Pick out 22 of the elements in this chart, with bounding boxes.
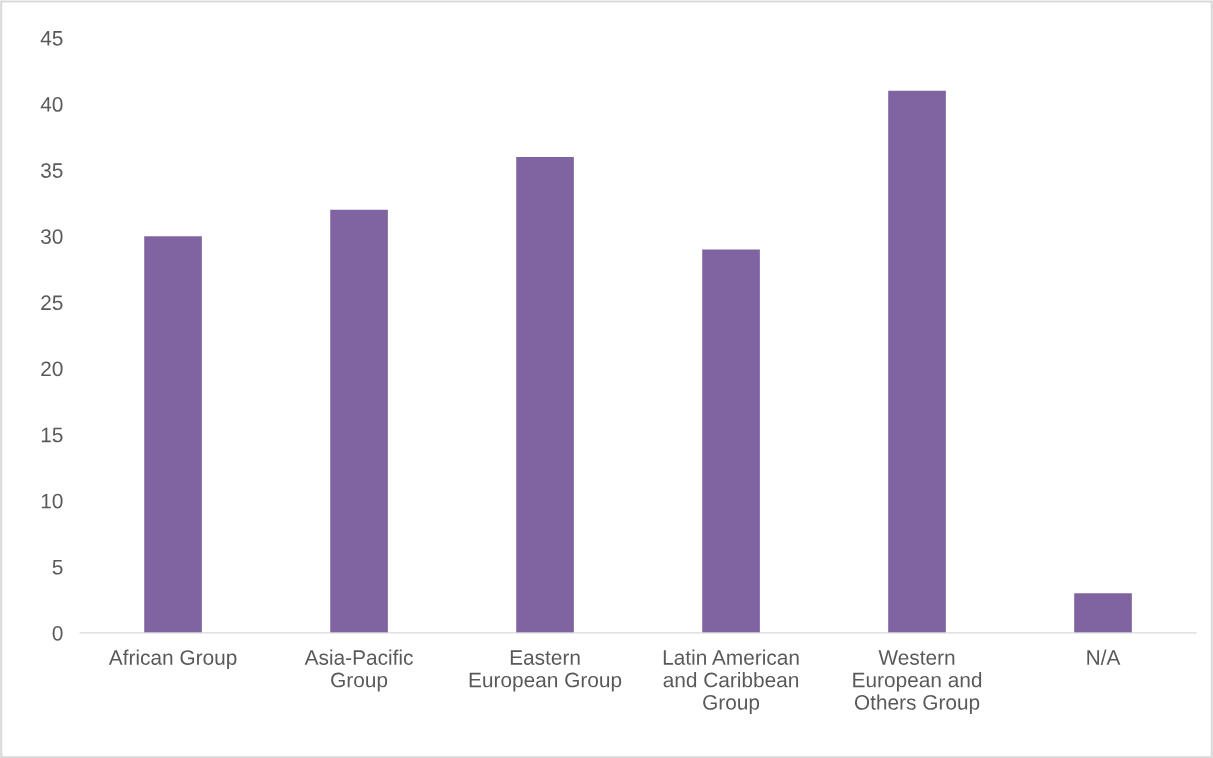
y-tick-label: 20 xyxy=(41,361,63,377)
y-tick-label: 10 xyxy=(41,493,63,509)
y-tick-label: 5 xyxy=(52,560,63,575)
x-tick-label: African Group xyxy=(108,649,237,670)
y-tick-label: 45 xyxy=(40,31,63,46)
x-tick-label: Western European and Others Group xyxy=(853,650,982,714)
x-tick-label: Eastern European Group xyxy=(469,650,622,692)
bar xyxy=(516,156,574,633)
bar xyxy=(144,236,202,633)
y-tick-label: 35 xyxy=(41,163,63,178)
bar xyxy=(702,249,760,633)
y-tick-label: 15 xyxy=(41,427,63,443)
x-tick-label: Latin American and Caribbean Group xyxy=(663,649,799,714)
bar xyxy=(888,90,946,633)
y-tick-label: 25 xyxy=(41,295,63,311)
y-tick-label: 30 xyxy=(41,229,63,244)
y-tick-label: 40 xyxy=(40,97,63,112)
bar xyxy=(1074,593,1132,633)
y-tick-label: 0 xyxy=(52,625,63,641)
bar xyxy=(330,209,388,633)
x-tick-label: Asia-Pacific Group xyxy=(304,649,413,692)
x-tick-label: N/A xyxy=(1087,649,1121,665)
